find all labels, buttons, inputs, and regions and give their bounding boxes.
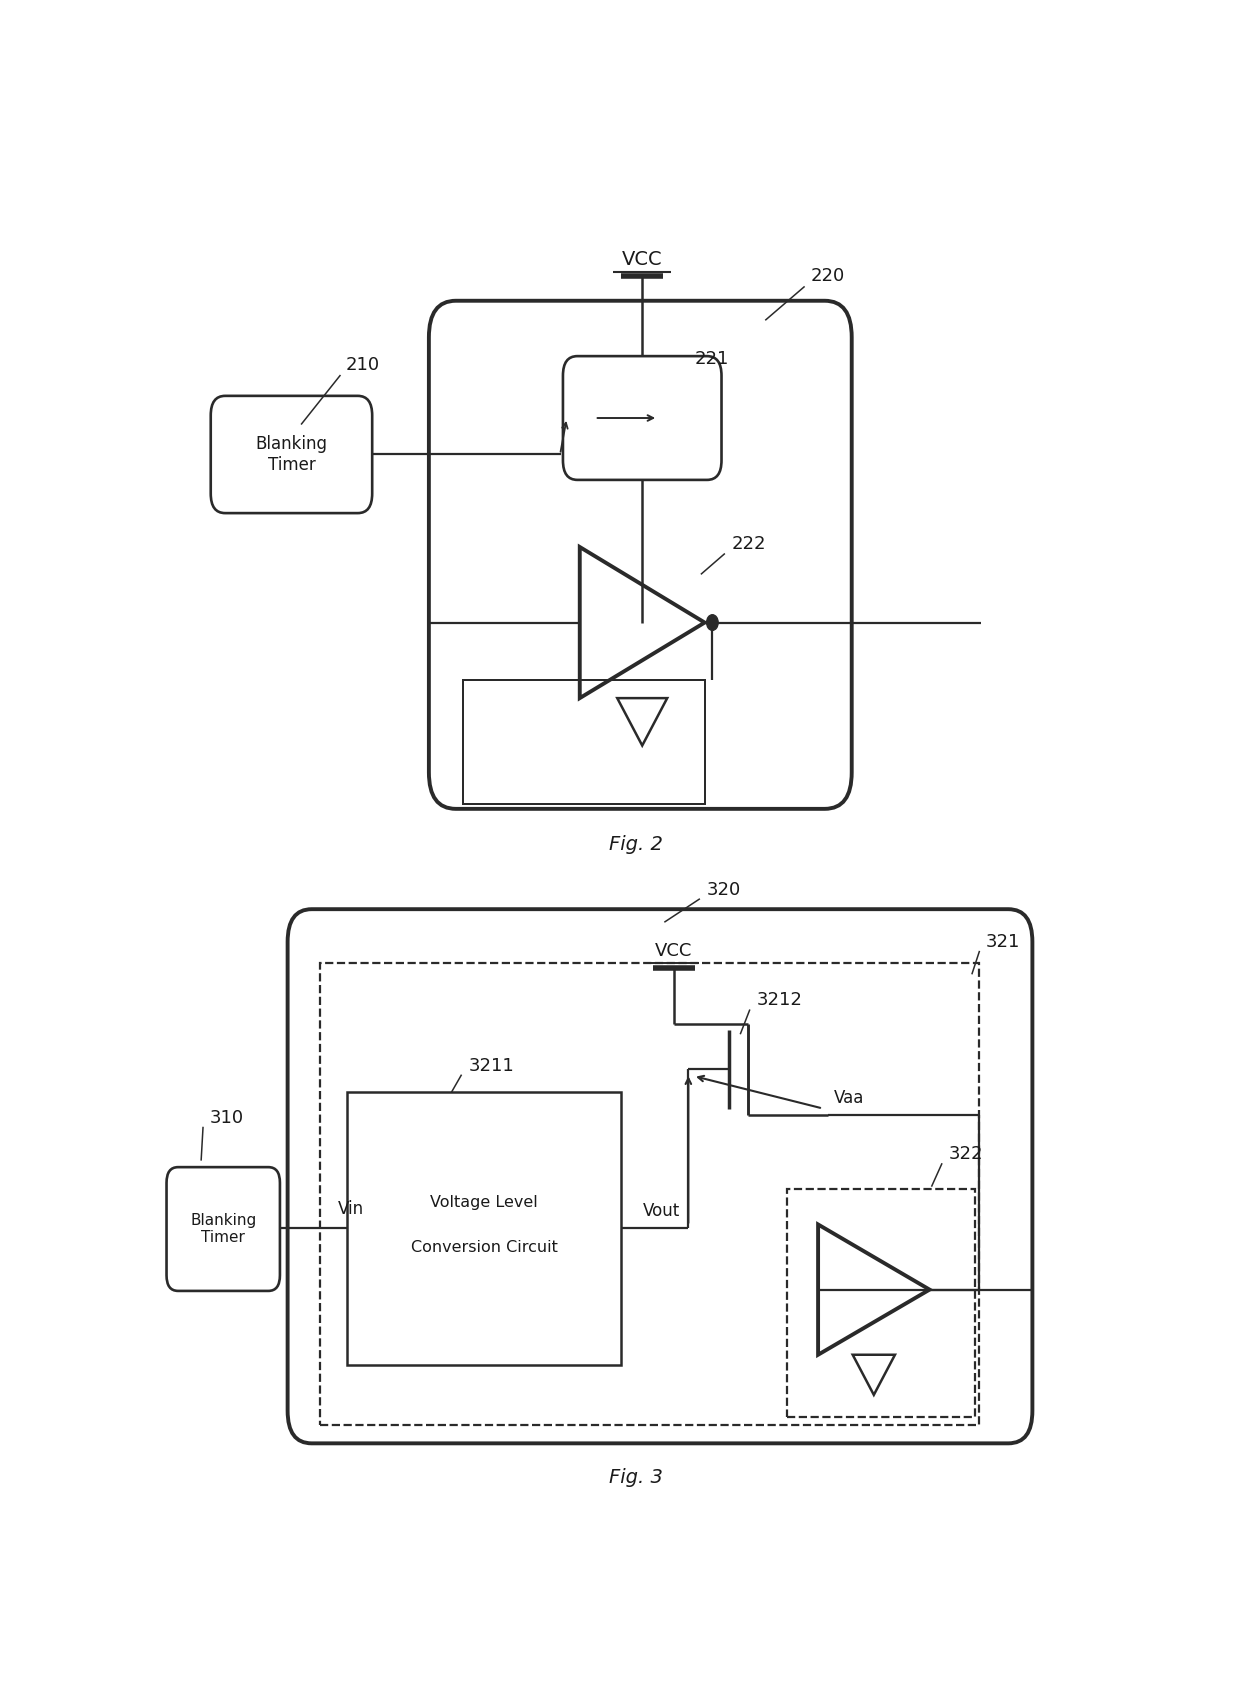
Text: 3211: 3211 (469, 1056, 515, 1074)
Text: 321: 321 (986, 932, 1019, 951)
Text: Vin: Vin (337, 1200, 363, 1218)
Text: Blanking
Timer: Blanking Timer (255, 435, 327, 474)
Text: 221: 221 (696, 350, 729, 369)
Text: Vout: Vout (644, 1203, 681, 1220)
Text: 322: 322 (949, 1145, 983, 1162)
Text: VCC: VCC (622, 249, 662, 269)
Circle shape (707, 614, 718, 631)
Text: 320: 320 (707, 880, 740, 898)
Bar (787, 1189, 975, 1418)
Text: Conversion Circuit: Conversion Circuit (410, 1240, 558, 1255)
Text: 3212: 3212 (756, 992, 802, 1010)
Text: Fig. 3: Fig. 3 (609, 1467, 662, 1487)
FancyBboxPatch shape (563, 355, 722, 481)
Bar (463, 680, 704, 804)
Text: VCC: VCC (655, 942, 693, 959)
Text: Blanking
Timer: Blanking Timer (190, 1213, 257, 1245)
Text: 310: 310 (210, 1108, 244, 1127)
Text: Vaa: Vaa (833, 1090, 864, 1107)
FancyBboxPatch shape (211, 396, 372, 513)
FancyBboxPatch shape (429, 301, 852, 809)
FancyBboxPatch shape (166, 1167, 280, 1291)
Text: Fig. 2: Fig. 2 (609, 834, 662, 853)
Text: 222: 222 (732, 535, 766, 553)
Text: 210: 210 (345, 355, 379, 374)
Text: Voltage Level: Voltage Level (430, 1195, 538, 1210)
FancyBboxPatch shape (288, 909, 1033, 1443)
Bar (320, 963, 978, 1425)
Bar (347, 1091, 621, 1365)
Text: 220: 220 (811, 267, 844, 284)
